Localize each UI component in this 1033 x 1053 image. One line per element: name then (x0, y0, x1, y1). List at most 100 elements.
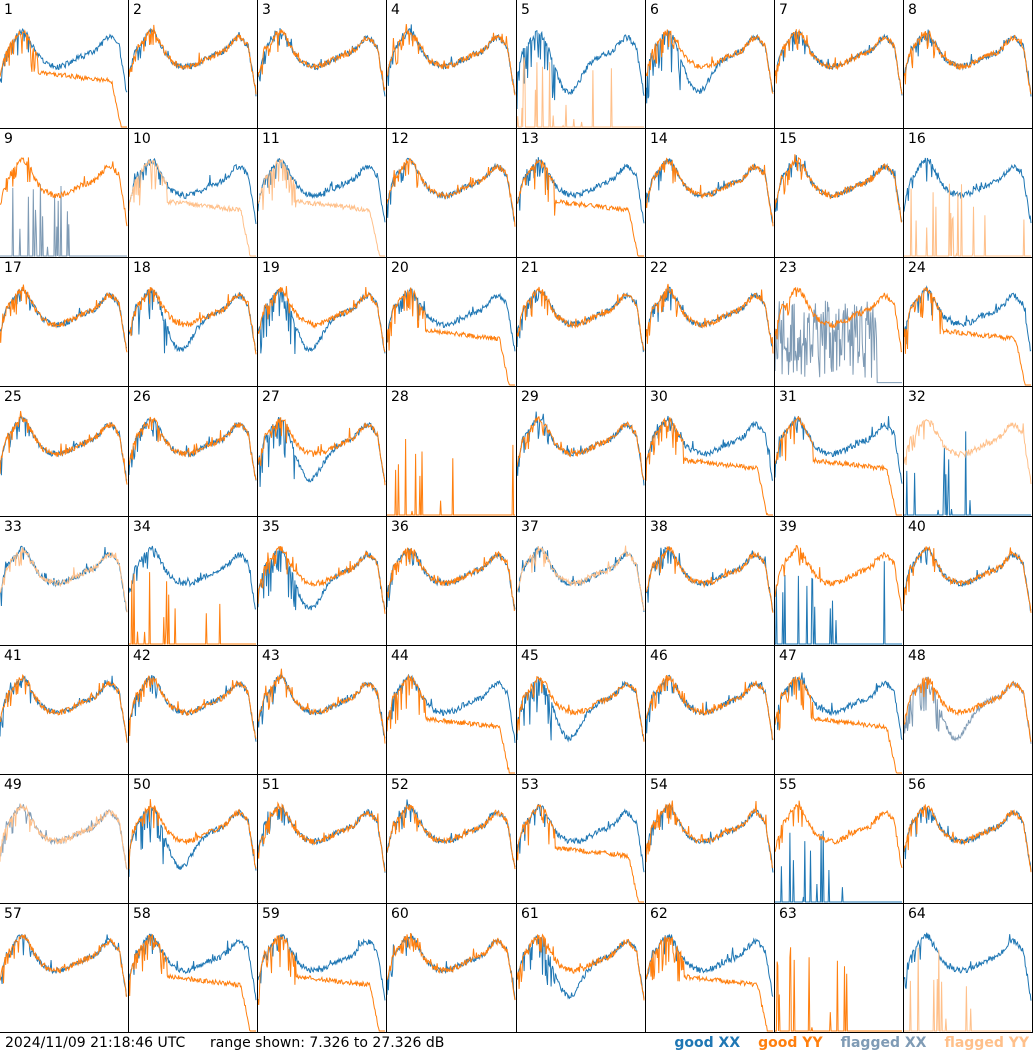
antenna-panel: 59 (258, 904, 387, 1033)
series-xx-line (775, 155, 903, 222)
series-yy-line (387, 674, 515, 774)
panel-plot (517, 286, 645, 353)
panel-plot (775, 800, 903, 903)
series-xx-line (904, 285, 1032, 352)
panel-plot (258, 545, 386, 614)
panel-plot (775, 28, 903, 96)
series-yy-line (129, 934, 256, 1032)
series-xx-line (775, 300, 902, 384)
panel-plot (0, 27, 128, 128)
antenna-panel: 11 (258, 129, 387, 258)
series-yy-line (129, 159, 256, 257)
series-yy-line (0, 410, 128, 485)
series-xx-line (904, 157, 1032, 224)
panel-plot (0, 284, 128, 353)
series-yy-line (904, 183, 1031, 257)
antenna-panel: 6 (646, 0, 775, 129)
series-xx-line (775, 30, 903, 96)
panel-label: 61 (521, 906, 539, 922)
antenna-panel: 48 (904, 646, 1033, 775)
series-xx-line (646, 933, 774, 997)
panel-label: 17 (4, 260, 22, 276)
panel-plot (129, 675, 257, 742)
panel-plot (775, 415, 903, 516)
series-xx-line (129, 545, 257, 610)
antenna-panel: 16 (904, 129, 1033, 258)
series-yy-line (904, 30, 1032, 95)
series-yy-line (775, 800, 903, 869)
panel-plot (387, 438, 515, 516)
timestamp: 2024/11/09 21:18:46 UTC (5, 1035, 186, 1051)
series-yy-line (646, 29, 774, 94)
panel-label: 20 (391, 260, 409, 276)
series-yy-line (129, 287, 257, 355)
series-xx-line (646, 415, 774, 481)
panel-plot (387, 157, 516, 227)
series-yy-line (387, 438, 515, 516)
panel-plot (646, 674, 774, 741)
antenna-panel: 2 (129, 0, 258, 129)
antenna-panel: 27 (258, 387, 387, 517)
series-yy-line (0, 934, 128, 997)
series-yy-line (904, 545, 1032, 613)
antenna-panel: 31 (775, 387, 904, 517)
panel-label: 46 (650, 648, 668, 664)
panel-label: 5 (521, 2, 530, 18)
panel-label: 2 (133, 2, 142, 18)
panel-plot (775, 545, 903, 645)
series-xx-line (0, 545, 128, 613)
panel-label: 13 (521, 131, 539, 147)
panel-label: 49 (4, 777, 22, 793)
antenna-panel: 49 (0, 775, 129, 904)
antenna-panel: 34 (129, 517, 258, 646)
series-yy-line (775, 28, 903, 95)
panel-plot (387, 673, 516, 774)
series-yy-line (646, 800, 774, 869)
panel-label: 62 (650, 906, 668, 922)
antenna-panel: 46 (646, 646, 775, 775)
panel-label: 30 (650, 389, 668, 405)
series-xx-line (0, 184, 127, 257)
series-xx-line (904, 431, 1031, 516)
antenna-panel: 44 (387, 646, 517, 775)
panel-label: 23 (779, 260, 797, 276)
panel-plot (129, 545, 257, 645)
series-yy-line (0, 29, 127, 128)
series-yy-line (517, 416, 645, 481)
panel-plot (646, 29, 774, 104)
series-yy-line (129, 416, 257, 481)
series-yy-line (775, 545, 903, 612)
panel-label: 33 (4, 519, 22, 535)
panel-plot (904, 804, 1032, 873)
panel-label: 39 (779, 519, 797, 535)
panel-plot (646, 545, 774, 613)
panel-label: 24 (908, 260, 926, 276)
series-xx-line (0, 286, 127, 349)
series-xx-line (0, 27, 128, 93)
panel-plot (517, 803, 645, 903)
series-yy-line (517, 545, 645, 611)
antenna-panel: 47 (775, 646, 904, 775)
series-yy-line (0, 802, 128, 870)
series-yy-line (129, 572, 256, 645)
antenna-panel: 35 (258, 517, 387, 646)
antenna-panel: 7 (775, 0, 904, 129)
antenna-panel: 1 (0, 0, 129, 129)
antenna-panel: 61 (517, 904, 646, 1033)
series-yy-line (517, 675, 645, 742)
panel-plot (0, 157, 128, 257)
series-yy-line (0, 547, 128, 613)
series-yy-line (646, 416, 773, 516)
series-yy-line (258, 801, 386, 872)
panel-label: 9 (4, 131, 13, 147)
panel-plot (904, 157, 1032, 257)
antenna-panel: 38 (646, 517, 775, 646)
antenna-panel: 28 (387, 387, 517, 517)
antenna-panel: 37 (517, 517, 646, 646)
series-xx-line (517, 29, 645, 110)
panel-label: 44 (391, 648, 409, 664)
antenna-panel: 5 (517, 0, 646, 129)
panel-label: 10 (133, 131, 151, 147)
antenna-panel: 33 (0, 517, 129, 646)
panel-label: 3 (262, 2, 271, 18)
